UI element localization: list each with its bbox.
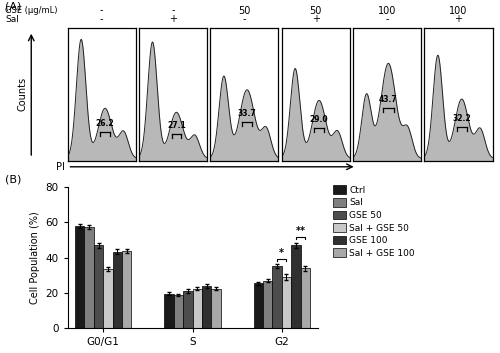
Text: 43.7: 43.7 bbox=[379, 95, 398, 104]
Legend: Ctrl, Sal, GSE 50, Sal + GSE 50, GSE 100, Sal + GSE 100: Ctrl, Sal, GSE 50, Sal + GSE 50, GSE 100… bbox=[332, 185, 415, 258]
Text: +: + bbox=[454, 14, 462, 24]
Bar bbox=[300, 268, 310, 328]
Text: +: + bbox=[312, 14, 320, 24]
Bar bbox=[272, 265, 282, 328]
Text: -: - bbox=[100, 6, 103, 16]
Text: (A): (A) bbox=[5, 2, 21, 12]
Text: 100: 100 bbox=[449, 6, 468, 16]
Bar bbox=[282, 277, 291, 328]
Text: +: + bbox=[169, 14, 177, 24]
Text: 100: 100 bbox=[378, 6, 396, 16]
Bar bbox=[183, 291, 192, 328]
Text: 50: 50 bbox=[310, 6, 322, 16]
Text: Counts: Counts bbox=[18, 77, 28, 112]
Text: -: - bbox=[100, 14, 103, 24]
Bar bbox=[254, 283, 263, 328]
Text: *: * bbox=[280, 248, 284, 258]
Bar bbox=[291, 245, 300, 328]
Text: GSE (μg/mL): GSE (μg/mL) bbox=[5, 6, 58, 15]
Text: Sal: Sal bbox=[5, 15, 19, 24]
Bar bbox=[94, 245, 103, 328]
Text: **: ** bbox=[296, 226, 306, 236]
Bar bbox=[164, 294, 174, 328]
Bar bbox=[211, 289, 220, 328]
Bar bbox=[103, 269, 113, 328]
Text: (B): (B) bbox=[5, 175, 21, 185]
Bar bbox=[112, 251, 122, 328]
Bar bbox=[202, 286, 211, 328]
Text: -: - bbox=[385, 14, 389, 24]
Text: 50: 50 bbox=[238, 6, 250, 16]
Bar bbox=[263, 281, 272, 328]
Y-axis label: Cell Population (%): Cell Population (%) bbox=[30, 211, 40, 304]
Text: 27.1: 27.1 bbox=[167, 121, 186, 130]
Bar bbox=[84, 227, 94, 328]
Text: 33.7: 33.7 bbox=[238, 109, 256, 118]
Bar bbox=[122, 251, 132, 328]
Text: 26.2: 26.2 bbox=[96, 119, 114, 128]
Text: PI: PI bbox=[56, 162, 65, 172]
Bar bbox=[192, 289, 202, 328]
Text: 29.0: 29.0 bbox=[310, 115, 328, 124]
Text: -: - bbox=[171, 6, 175, 16]
Bar bbox=[174, 295, 183, 328]
Text: 32.2: 32.2 bbox=[452, 114, 471, 123]
Bar bbox=[75, 226, 85, 328]
Text: -: - bbox=[242, 14, 246, 24]
